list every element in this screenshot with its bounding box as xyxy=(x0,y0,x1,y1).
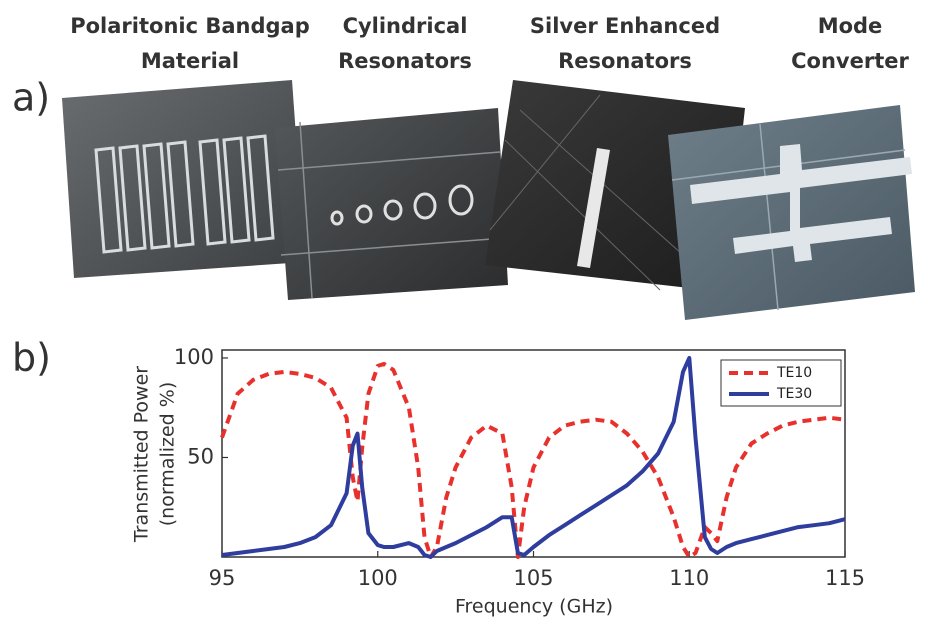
x-tick-label: 100 xyxy=(358,566,398,590)
photo-bandgap xyxy=(62,80,305,278)
x-tick-label: 110 xyxy=(669,566,709,590)
caption: Material xyxy=(141,49,239,73)
legend-label: TE30 xyxy=(776,386,812,402)
legend-label: TE10 xyxy=(776,365,812,381)
caption: Silver Enhanced xyxy=(530,14,720,38)
caption: Mode xyxy=(818,14,883,38)
figure: Polaritonic Bandgap Material Cylindrical… xyxy=(0,0,950,625)
panel-label: a) xyxy=(12,76,50,120)
y-tick-label: 100 xyxy=(174,345,214,369)
y-axis-label: (normalized %) xyxy=(157,382,179,527)
figure-canvas: Polaritonic Bandgap Material Cylindrical… xyxy=(0,0,950,625)
x-tick-label: 115 xyxy=(825,566,865,590)
x-axis-label: Frequency (GHz) xyxy=(455,596,613,618)
photo-cylindrical xyxy=(275,108,508,300)
y-axis-label: Transmitted Power xyxy=(131,366,153,543)
panel-label: b) xyxy=(12,336,51,380)
caption: Polaritonic Bandgap xyxy=(70,14,310,38)
photo-mode-converter xyxy=(668,105,915,320)
y-tick-label: 50 xyxy=(187,444,214,468)
caption: Converter xyxy=(791,49,909,73)
caption: Resonators xyxy=(558,49,692,73)
x-tick-label: 105 xyxy=(513,566,553,590)
caption: Cylindrical xyxy=(343,14,468,38)
x-tick-label: 95 xyxy=(209,566,236,590)
caption: Resonators xyxy=(338,49,472,73)
